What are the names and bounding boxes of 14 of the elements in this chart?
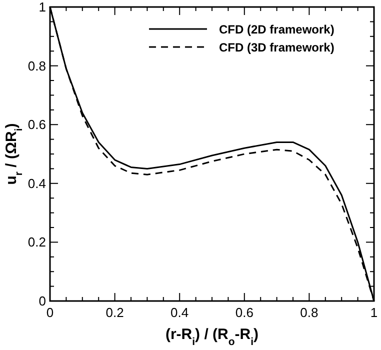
y-tick-label: 0.2 [28, 234, 46, 250]
y-tick-label: 1 [38, 0, 46, 14]
x-tick-label: 0.8 [300, 305, 318, 320]
y-tick-label: 0.6 [28, 117, 46, 132]
x-tick-label: 0.2 [106, 305, 124, 320]
x-tick-label: 0.6 [235, 305, 254, 320]
y-tick-label: 0 [38, 294, 46, 308]
x-axis-title: (r-R$_{i}$) / (R$_{o}$-R$_{i}$) [165, 326, 259, 348]
y-tick-label: 0.8 [28, 58, 46, 74]
legend-label: CFD (2D framework) [219, 22, 334, 36]
y-tick-label: 0.4 [28, 176, 46, 191]
x-tick-label: 1 [370, 305, 378, 320]
x-tick-label: 0.4 [170, 305, 189, 320]
legend-label: CFD (3D framework) [219, 40, 334, 54]
